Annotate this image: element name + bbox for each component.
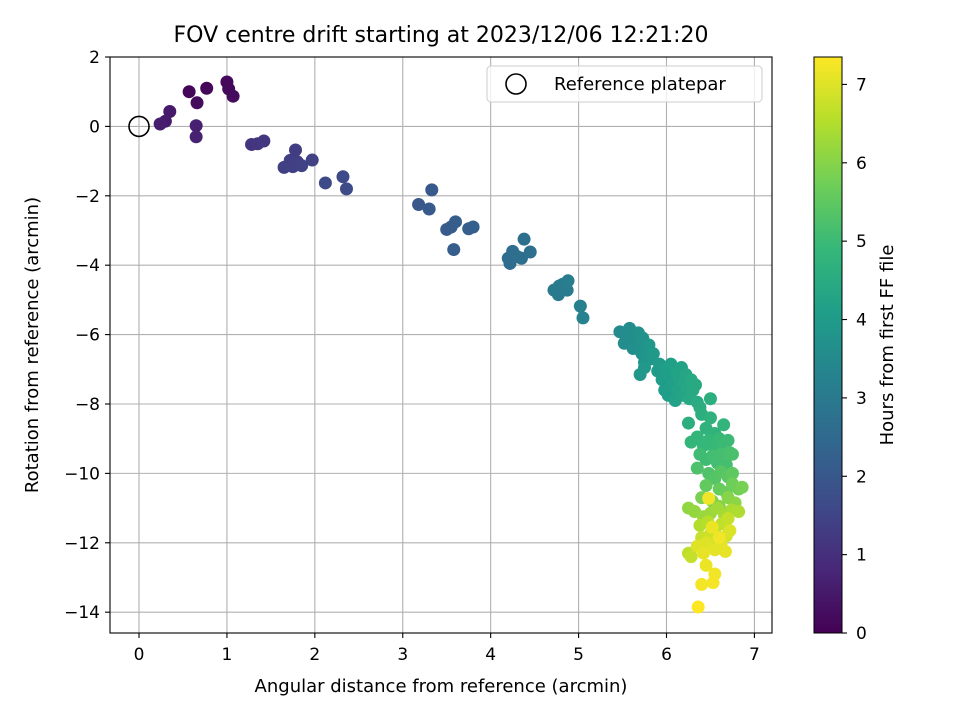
data-point [523,245,537,259]
data-point [561,274,575,288]
data-point [153,117,167,131]
data-point [190,96,204,110]
data-point [702,491,716,505]
data-point [705,520,719,534]
data-point [690,461,704,475]
grid-lines [110,56,772,633]
y-tick-label: −6 [75,326,100,346]
colorbar-tick-label: 6 [856,154,867,174]
data-point [226,89,240,103]
scatter-points [128,75,749,614]
data-point [318,176,332,190]
data-point [182,85,196,99]
legend-box [486,65,763,103]
x-axis-label: Angular distance from reference (arcmin) [255,676,628,697]
y-axis-label: Rotation from reference (arcmin) [22,197,43,493]
legend-marker [505,73,527,95]
data-point [422,202,436,216]
data-point [257,134,271,148]
data-point [447,243,461,257]
data-point [576,311,590,325]
legend-label: Reference platepar [554,74,726,95]
y-tick-label: −4 [75,256,100,276]
data-point [449,215,463,229]
data-point [691,600,705,614]
y-tick-label: −14 [64,603,100,623]
x-tick-label: 0 [134,645,145,665]
y-tick-label: 2 [89,48,100,68]
colorbar-tick-label: 0 [856,624,867,644]
data-point [425,183,439,197]
x-tick-label: 4 [485,645,496,665]
data-point [723,524,737,538]
data-point [725,466,739,480]
data-point [703,411,717,425]
data-point [189,130,203,144]
y-tick-label: −12 [64,534,100,554]
colorbar-ticks: 0 1 2 3 4 5 6 7 [842,75,867,644]
x-tick-label: 7 [749,645,760,665]
data-point [699,536,713,550]
y-tick-label: −8 [75,395,100,415]
data-point [699,558,713,572]
x-ticks: 0 1 2 3 4 5 6 7 [134,633,760,665]
colorbar-tick-label: 3 [856,389,867,409]
data-point [638,361,652,375]
data-point [200,81,214,95]
colorbar: 0 1 2 3 4 5 6 7 Hours from first FF file [813,56,898,644]
data-point [735,480,749,494]
colorbar-tick-label: 5 [856,232,867,252]
data-point [696,546,710,560]
data-point [517,232,531,246]
data-point [684,550,698,564]
x-tick-label: 6 [661,645,672,665]
data-point [712,531,726,545]
y-tick-label: 0 [89,117,100,137]
data-point [336,170,350,184]
data-point [725,447,739,461]
x-tick-label: 2 [309,645,320,665]
chart-title: FOV centre drift starting at 2023/12/06 … [174,23,709,48]
data-point [706,576,720,590]
data-point [681,416,695,430]
data-point [412,197,426,211]
colorbar-tick-label: 4 [856,311,867,331]
data-point [646,347,660,361]
x-tick-label: 5 [573,645,584,665]
colorbar-label: Hours from first FF file [877,245,898,446]
reference-platepar-marker [128,115,150,138]
data-point [689,378,703,392]
data-point [721,511,735,525]
data-point [703,392,717,406]
data-point [699,479,713,493]
data-point [289,143,303,157]
colorbar-tick-label: 7 [856,75,867,95]
colorbar-body [813,56,843,634]
x-tick-label: 1 [222,645,233,665]
data-point [721,433,735,447]
y-ticks: 2 0 −2 −4 −6 −8 −10 −12 −14 [64,48,110,623]
data-point [573,299,587,313]
data-point [339,182,353,196]
colorbar-tick-label: 1 [856,546,867,566]
y-tick-label: −2 [75,187,100,207]
data-point [466,220,480,234]
colorbar-tick-label: 2 [856,467,867,487]
y-tick-label: −10 [64,464,100,484]
data-point [732,505,746,519]
data-point [189,119,203,133]
data-point [163,104,177,118]
data-point [718,544,732,558]
data-point [717,418,731,432]
x-tick-label: 3 [397,645,408,665]
data-point [560,283,574,297]
data-point [695,577,709,591]
data-point [305,153,319,167]
plot-frame [109,56,773,634]
legend: Reference platepar [486,65,763,103]
data-point [295,159,309,173]
